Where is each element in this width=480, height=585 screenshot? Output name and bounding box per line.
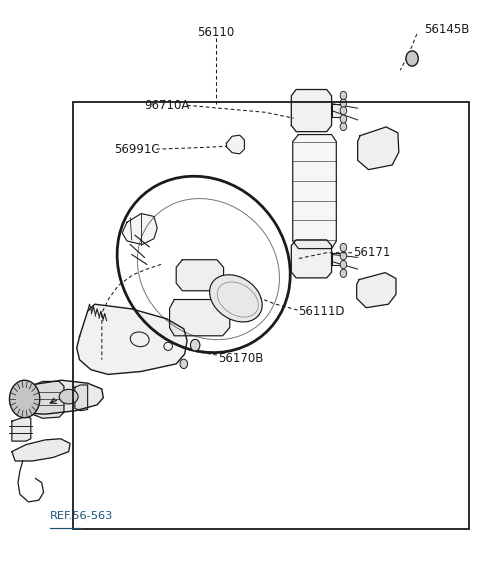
Circle shape: [191, 339, 200, 351]
Circle shape: [406, 51, 418, 66]
Circle shape: [340, 269, 347, 277]
Polygon shape: [12, 439, 70, 461]
Circle shape: [340, 122, 347, 130]
Polygon shape: [31, 381, 64, 418]
Circle shape: [340, 260, 347, 269]
Polygon shape: [227, 135, 244, 154]
Ellipse shape: [59, 390, 78, 404]
Ellipse shape: [210, 275, 262, 322]
Polygon shape: [291, 90, 332, 132]
Polygon shape: [11, 380, 103, 414]
Text: 56170B: 56170B: [218, 352, 263, 364]
Circle shape: [340, 243, 347, 252]
Polygon shape: [75, 385, 88, 411]
Polygon shape: [12, 417, 31, 441]
Text: 56171: 56171: [353, 246, 390, 259]
Circle shape: [180, 359, 188, 369]
Text: 56111D: 56111D: [299, 305, 345, 318]
Bar: [73, 102, 469, 529]
Circle shape: [340, 99, 347, 107]
Polygon shape: [357, 273, 396, 308]
Polygon shape: [332, 104, 343, 117]
Polygon shape: [176, 260, 224, 291]
Polygon shape: [332, 253, 343, 264]
Text: 56991C: 56991C: [114, 143, 159, 156]
Circle shape: [340, 252, 347, 260]
Circle shape: [10, 380, 40, 418]
Circle shape: [340, 115, 347, 123]
Polygon shape: [358, 127, 399, 170]
Polygon shape: [291, 240, 332, 278]
Circle shape: [340, 91, 347, 99]
Text: 56110: 56110: [197, 26, 234, 39]
Circle shape: [340, 106, 347, 115]
Text: 96710A: 96710A: [144, 99, 190, 112]
Polygon shape: [77, 304, 187, 374]
Polygon shape: [122, 214, 157, 245]
Polygon shape: [293, 135, 336, 249]
Text: REF.56-563: REF.56-563: [50, 511, 113, 521]
Text: 56145B: 56145B: [424, 23, 469, 36]
Polygon shape: [169, 300, 230, 336]
